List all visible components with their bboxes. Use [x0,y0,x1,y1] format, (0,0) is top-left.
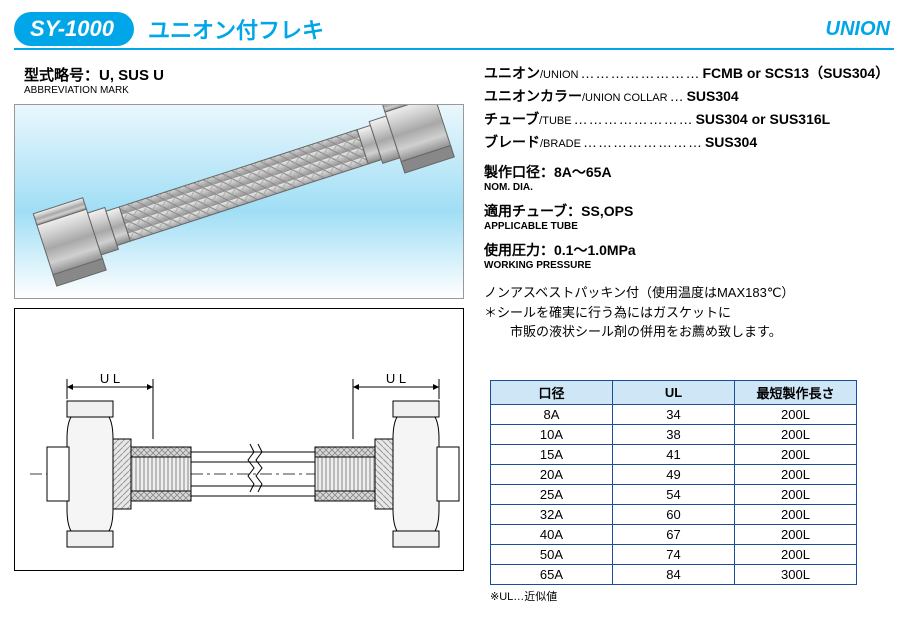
table-cell: 200L [735,405,857,425]
spec-table-wrap: 口径UL最短製作長さ8A34200L10A38200L15A41200L20A4… [490,380,857,604]
table-cell: 34 [613,405,735,425]
table-header: 口径 [491,381,613,405]
table-row: 50A74200L [491,545,857,565]
material-label-en: /UNION COLLAR [582,92,668,104]
table-row: 40A67200L [491,525,857,545]
param-block: 製作口径：8A～65ANOM. DIA. [484,162,894,193]
table-cell: 200L [735,485,857,505]
table-cell: 200L [735,545,857,565]
table-row: 65A84300L [491,565,857,585]
left-column: 型式略号：U, SUS U ABBREVIATION MARK [14,60,464,342]
category-label: UNION [826,18,890,41]
param-sublabel: APPLICABLE TUBE [484,221,894,232]
table-cell: 38 [613,425,735,445]
dots: …………………… [583,134,703,150]
table-row: 25A54200L [491,485,857,505]
table-cell: 200L [735,425,857,445]
table-cell: 200L [735,525,857,545]
param-sublabel: NOM. DIA. [484,182,894,193]
spec-table: 口径UL最短製作長さ8A34200L10A38200L15A41200L20A4… [490,380,857,585]
table-cell: 10A [491,425,613,445]
ul-label-right: U L [386,371,406,386]
title-jp: ユニオン付フレキ [148,13,826,45]
param-block: 使用圧力：0.1～1.0MPaWORKING PRESSURE [484,240,894,271]
header-bar: SY-1000 ユニオン付フレキ UNION [14,12,894,50]
product-illustration [15,105,464,299]
param-label: 製作口径：8A～65A [484,162,894,182]
table-footnote: ※UL…近似値 [490,588,857,604]
table-row: 10A38200L [491,425,857,445]
table-cell: 300L [735,565,857,585]
table-row: 20A49200L [491,465,857,485]
ul-label-left: U L [100,371,120,386]
table-cell: 41 [613,445,735,465]
table-cell: 74 [613,545,735,565]
material-line: ユニオンカラー/UNION COLLAR…SUS304 [484,86,894,106]
param-label: 使用圧力：0.1～1.0MPa [484,240,894,260]
material-value: SUS304 or SUS316L [696,111,831,127]
note-line: 市販の液状シール剤の併用をお薦め致します。 [484,322,894,342]
param-block: 適用チューブ：SS,OPSAPPLICABLE TUBE [484,201,894,232]
material-value: SUS304 [705,134,757,150]
note-line: ノンアスベストパッキン付（使用温度はMAX183℃） [484,283,894,303]
material-label-jp: ブレード [484,132,540,152]
material-label-en: /TUBE [539,115,571,127]
table-cell: 200L [735,465,857,485]
product-image [14,104,464,299]
table-cell: 25A [491,485,613,505]
dots: …………………… [574,111,694,127]
material-value: FCMB or SCS13（SUS304） [703,63,890,83]
table-cell: 8A [491,405,613,425]
table-cell: 32A [491,505,613,525]
abbrev-sublabel: ABBREVIATION MARK [24,85,464,96]
material-label-en: /BRADE [540,138,581,150]
material-label-jp: ユニオン [484,63,540,83]
table-row: 32A60200L [491,505,857,525]
drawing-svg: U L U L [15,309,465,572]
dots: …………………… [581,65,701,81]
abbrev-label: 型式略号：U, SUS U [24,64,464,85]
material-label-jp: チューブ [484,109,539,129]
material-line: ユニオン/UNION……………………FCMB or SCS13（SUS304） [484,63,894,83]
note-line: ＊シールを確実に行う為にはガスケットに [484,303,894,323]
note-block: ノンアスベストパッキン付（使用温度はMAX183℃） ＊シールを確実に行う為には… [484,283,894,342]
table-cell: 49 [613,465,735,485]
table-row: 15A41200L [491,445,857,465]
technical-drawing: U L U L [14,308,464,571]
table-cell: 67 [613,525,735,545]
material-value: SUS304 [687,88,739,104]
table-cell: 40A [491,525,613,545]
table-header: 最短製作長さ [735,381,857,405]
table-cell: 54 [613,485,735,505]
table-cell: 50A [491,545,613,565]
model-badge: SY-1000 [14,12,134,46]
table-cell: 15A [491,445,613,465]
param-sublabel: WORKING PRESSURE [484,260,894,271]
table-cell: 84 [613,565,735,585]
table-header: UL [613,381,735,405]
dots: … [670,88,685,104]
table-cell: 65A [491,565,613,585]
table-cell: 60 [613,505,735,525]
table-cell: 20A [491,465,613,485]
table-row: 8A34200L [491,405,857,425]
table-cell: 200L [735,505,857,525]
material-label-jp: ユニオンカラー [484,86,582,106]
material-line: チューブ/TUBE……………………SUS304 or SUS316L [484,109,894,129]
material-label-en: /UNION [540,69,579,81]
material-line: ブレード/BRADE……………………SUS304 [484,132,894,152]
param-label: 適用チューブ：SS,OPS [484,201,894,221]
table-cell: 200L [735,445,857,465]
content-row: 型式略号：U, SUS U ABBREVIATION MARK [0,50,908,342]
specs-block: ユニオン/UNION……………………FCMB or SCS13（SUS304）ユ… [484,60,894,342]
